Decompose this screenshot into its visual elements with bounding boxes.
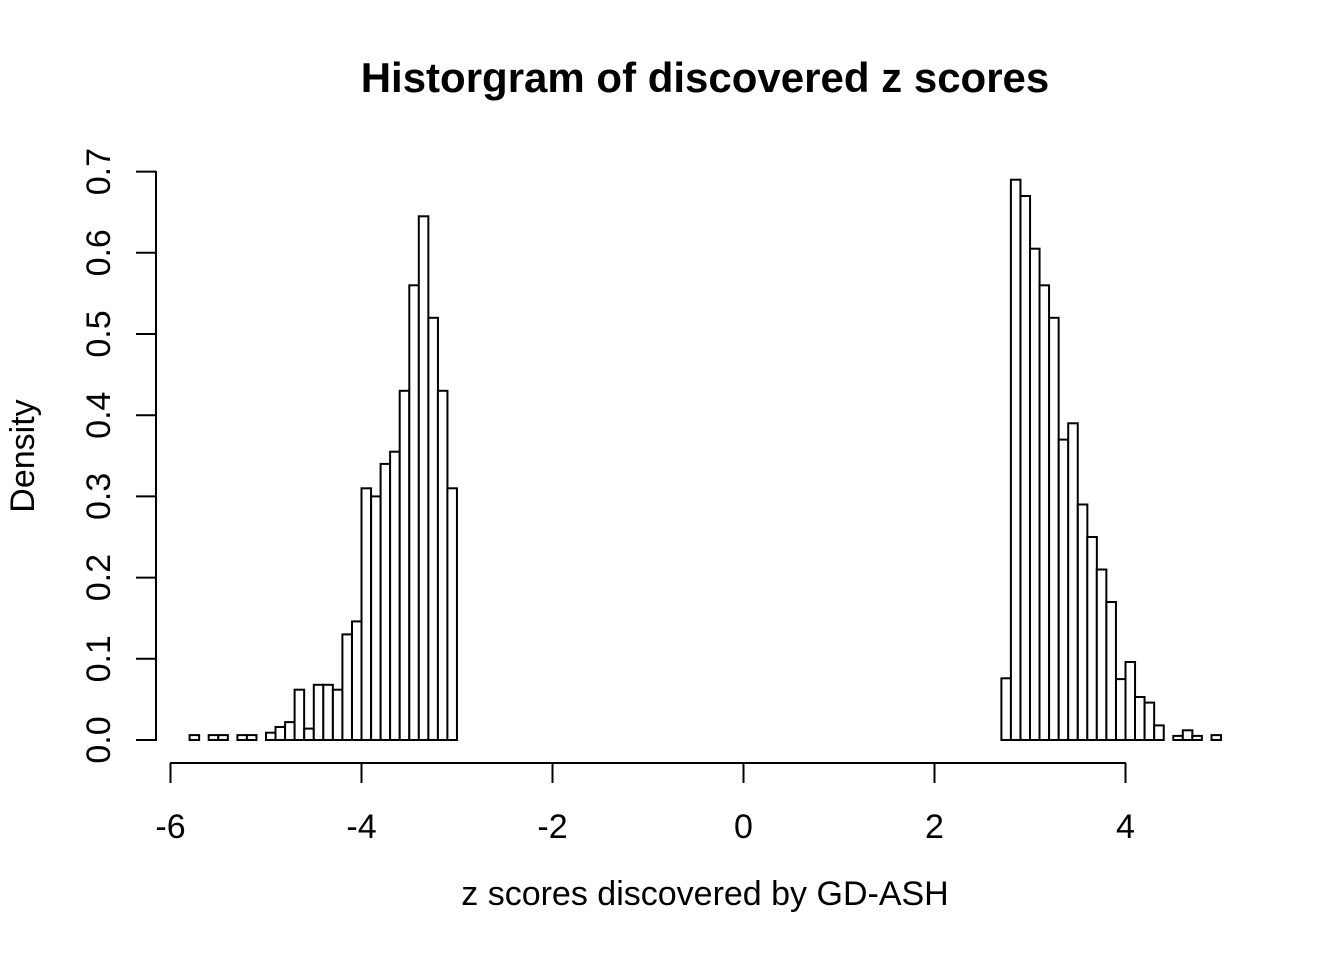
histogram-bar — [1057, 438, 1070, 741]
x-tick-label: -4 — [346, 808, 376, 846]
histogram-bar — [1124, 661, 1137, 741]
y-axis: 0.0 0.1 0.2 0.3 0.4 0.5 0.6 0.7 — [80, 148, 157, 764]
histogram-bar — [1181, 729, 1194, 741]
histogram-bar — [1191, 734, 1203, 742]
histogram-bar — [370, 495, 382, 741]
x-axis: -6 -4 -2 0 2 4 — [155, 762, 1135, 846]
histogram-bar — [265, 731, 277, 742]
histogram-bar — [1095, 568, 1108, 741]
histogram-bar — [398, 389, 411, 741]
y-tick-label: 0.2 — [80, 554, 118, 601]
histogram-bar — [1210, 734, 1223, 741]
histogram-bar — [1086, 536, 1098, 741]
histogram-bar — [1115, 678, 1127, 741]
x-tick-label: -6 — [155, 808, 185, 846]
y-axis-ticks: 0.0 0.1 0.2 0.3 0.4 0.5 0.6 0.7 — [80, 148, 156, 764]
histogram-bar — [303, 727, 315, 741]
histogram-bar — [284, 721, 296, 741]
histogram-bar — [274, 726, 287, 741]
y-tick-label: 0.1 — [80, 635, 118, 682]
y-tick-label: 0.6 — [80, 229, 118, 276]
y-tick-label: 0.7 — [80, 148, 118, 195]
histogram-bar — [1038, 284, 1051, 741]
histogram-bar — [351, 620, 363, 742]
x-axis-title: z scores discovered by GD-ASH — [461, 875, 949, 913]
histogram-bar — [236, 734, 248, 741]
x-tick-label: 0 — [734, 808, 753, 846]
histogram-bar — [389, 450, 401, 741]
histogram-bar — [1105, 601, 1117, 741]
x-axis-ticks: -6 -4 -2 0 2 4 — [155, 763, 1135, 846]
histogram-bar — [1143, 701, 1156, 741]
histogram-bar — [331, 688, 344, 742]
x-tick-label: 2 — [925, 808, 944, 846]
histogram-bar — [188, 734, 201, 741]
histogram-bar — [322, 683, 334, 741]
histogram-bar — [427, 316, 439, 741]
histogram-bar — [417, 215, 430, 742]
histogram-bar — [1048, 316, 1060, 741]
chart-title: Historgram of discovered z scores — [361, 54, 1050, 101]
y-tick-label: 0.4 — [80, 392, 118, 439]
histogram-bar — [1019, 195, 1032, 741]
histogram-bar — [217, 734, 229, 741]
y-tick-label: 0.0 — [80, 716, 118, 763]
histogram-bar — [1000, 677, 1012, 741]
y-axis-title: Density — [4, 399, 42, 512]
histogram-bar — [293, 688, 306, 742]
histogram-bar — [1134, 696, 1146, 741]
histogram-bar — [207, 734, 220, 741]
histogram-bar — [1153, 724, 1165, 742]
x-tick-label: 4 — [1116, 808, 1135, 846]
histogram-bar — [341, 633, 353, 742]
histogram-bars-layer — [188, 178, 1223, 742]
histogram-bar — [245, 734, 258, 741]
histogram-bar — [1067, 422, 1079, 741]
histogram-bar — [446, 487, 458, 741]
histogram-bar — [312, 683, 325, 741]
histogram-bar — [1009, 178, 1022, 741]
histogram-bar — [360, 487, 373, 741]
histogram-bar — [408, 284, 420, 741]
histogram-bar — [436, 389, 449, 741]
histogram-bar — [379, 462, 392, 741]
histogram-bar — [1172, 734, 1184, 742]
y-tick-label: 0.5 — [80, 310, 118, 357]
histogram-bar — [1029, 247, 1041, 741]
y-tick-label: 0.3 — [80, 473, 118, 520]
histogram-bar — [1076, 503, 1089, 741]
x-tick-label: -2 — [537, 808, 567, 846]
